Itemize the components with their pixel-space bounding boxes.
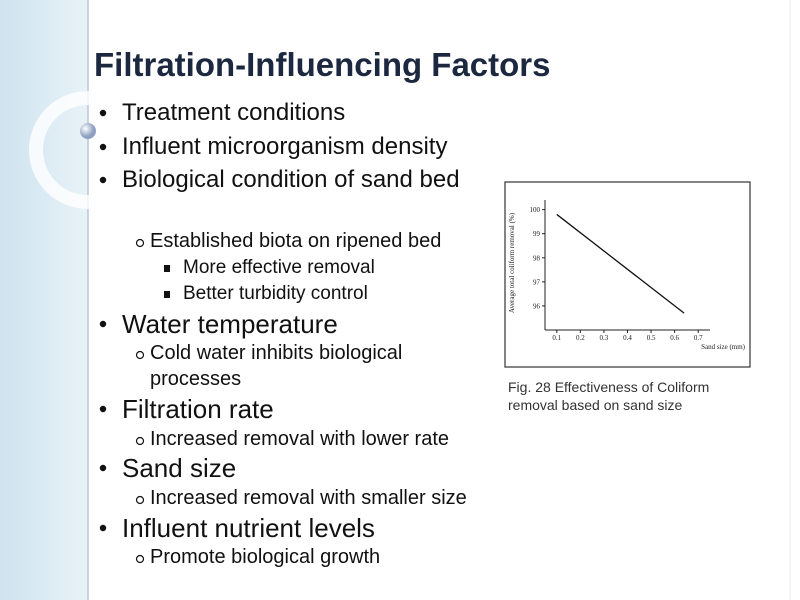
x-tick-label: 0.5 (647, 334, 656, 342)
bullet-text: Influent microorganism density (122, 133, 448, 160)
y-axis-label: Average total coliform removal (%) (508, 212, 516, 313)
y-tick-label: 100 (530, 206, 541, 214)
side-band (0, 0, 88, 600)
sub-bullet-text: Increased removal with smaller size (150, 487, 467, 509)
sub-bullet (135, 436, 145, 446)
x-tick-label: 0.6 (670, 334, 679, 342)
sub-bullet (135, 238, 145, 248)
sub-bullet (135, 554, 145, 564)
x-axis-label: Sand size (mm) (701, 343, 746, 351)
subsub-bullet (164, 265, 170, 272)
y-tick-label: 96 (533, 302, 541, 310)
bullet-text: Water temperature (122, 309, 338, 339)
sub-bullet-text: Promote biological growth (150, 546, 381, 568)
y-tick-label: 97 (533, 278, 541, 286)
bullet-text: Influent nutrient levels (122, 513, 375, 543)
bullet (99, 176, 107, 184)
y-tick-label: 98 (533, 254, 541, 262)
sub-bullet (135, 495, 145, 505)
bullet-markers (99, 109, 107, 532)
sub-bullet-text: Established biota on ripened bed (150, 230, 442, 252)
sub-bullet-text: Cold water inhibits biological processes (150, 342, 403, 390)
bullet (99, 320, 107, 328)
sub-bullet (135, 350, 145, 360)
data-line (556, 213, 685, 314)
bullet (99, 524, 107, 532)
x-tick-label: 0.4 (623, 334, 632, 342)
bullet-text: Sand size (122, 453, 237, 483)
sub-bullet-text: Increased removal with lower rate (150, 428, 450, 450)
bullet-text: Biological condition of sand bed (122, 166, 460, 193)
subsub-bullet-text: Better turbidity control (183, 283, 368, 304)
x-tick-label: 0.1 (552, 334, 561, 342)
bullet (99, 464, 107, 472)
subsub-bullet-text: More effective removal (183, 257, 375, 278)
sphere (80, 123, 96, 139)
subsub-bullet (164, 291, 170, 298)
bullet-text: Treatment conditions (122, 99, 346, 126)
y-tick-label: 99 (533, 230, 541, 238)
bullet (99, 405, 107, 413)
x-tick-label: 0.2 (576, 334, 585, 342)
x-tick-label: 0.3 (600, 334, 609, 342)
subsub-markers (164, 265, 170, 298)
figure: Average total coliform removal (%) Sand … (504, 181, 751, 368)
bullet (99, 109, 107, 117)
x-tick-label: 0.7 (694, 334, 703, 342)
figure-caption: Fig. 28 Effectiveness of Coliform remova… (508, 379, 710, 413)
ring (29, 91, 147, 209)
slide-title: Filtration-Influencing Factors (94, 46, 551, 83)
figure-frame (504, 181, 751, 368)
bullet-text: Filtration rate (122, 394, 274, 424)
bullet (99, 143, 107, 151)
sub-markers (135, 238, 145, 564)
